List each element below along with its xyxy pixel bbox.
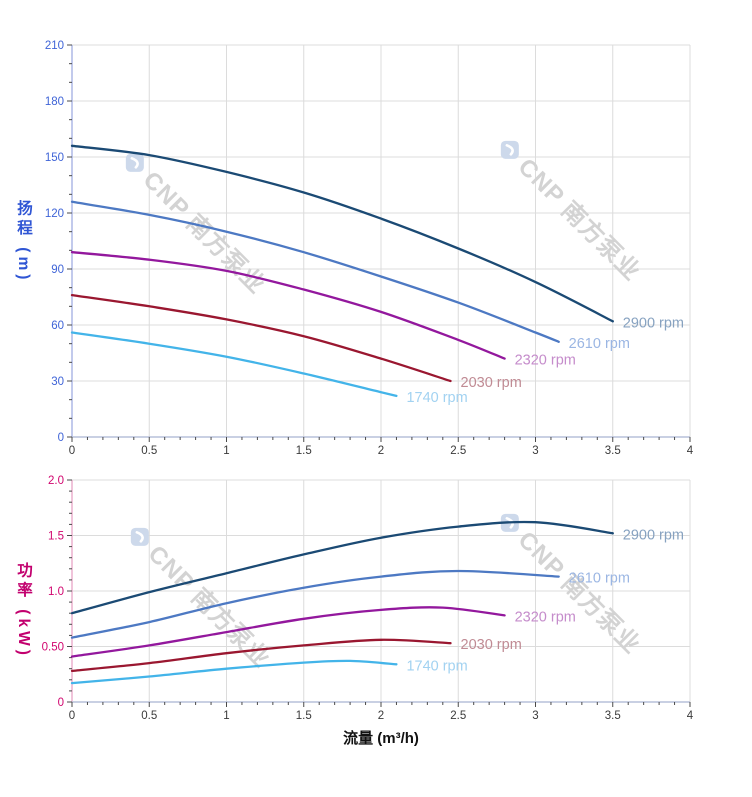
svg-text:CNP 南方泵业: CNP 南方泵业 bbox=[138, 166, 272, 300]
y-tick-label: 0.50 bbox=[42, 642, 64, 654]
chart-0: CNP 南方泵业 CNP 南方泵业 0 0.5 1 1.5 2 2.5 3 3.5 4 0 30 60 90… bbox=[45, 40, 694, 457]
x-tick-label: 4 bbox=[687, 445, 694, 457]
flow-axis-title: 流量 (m³/h) bbox=[343, 730, 419, 747]
y-tick-label: 210 bbox=[45, 40, 64, 52]
y-tick-label: 1.5 bbox=[48, 531, 64, 543]
curve-label-2900-rpm: 2900 rpm bbox=[623, 315, 684, 331]
x-tick-label: 0.5 bbox=[141, 710, 157, 722]
x-tick-label: 4 bbox=[687, 710, 694, 722]
curve-2320-rpm bbox=[70, 251, 506, 360]
curve-2030-rpm bbox=[70, 293, 452, 383]
curve-label-2030-rpm: 2030 rpm bbox=[461, 637, 522, 653]
svg-text:CNP 南方泵业: CNP 南方泵业 bbox=[513, 153, 647, 287]
y-tick-label: 0 bbox=[58, 697, 64, 709]
y-tick-label: 60 bbox=[51, 320, 64, 332]
x-tick-label: 2.5 bbox=[450, 710, 466, 722]
curve-1740-rpm bbox=[70, 331, 398, 398]
curve-2610-rpm bbox=[70, 200, 560, 343]
x-tick-label: 2 bbox=[378, 710, 384, 722]
curve-label-2900-rpm: 2900 rpm bbox=[623, 527, 684, 543]
y-tick-label: 150 bbox=[45, 152, 64, 164]
curve-label-1740-rpm: 1740 rpm bbox=[406, 658, 467, 674]
x-tick-label: 3.5 bbox=[605, 445, 621, 457]
x-tick-label: 3 bbox=[532, 710, 538, 722]
curve-label-2610-rpm: 2610 rpm bbox=[569, 336, 630, 352]
y-tick-label: 120 bbox=[45, 208, 64, 220]
y-tick-label: 1.0 bbox=[48, 586, 64, 598]
curve-2030-rpm bbox=[70, 638, 452, 673]
x-tick-label: 2.5 bbox=[450, 445, 466, 457]
x-tick-label: 2 bbox=[378, 445, 384, 457]
x-tick-label: 0 bbox=[69, 710, 75, 722]
x-tick-label: 1.5 bbox=[296, 710, 312, 722]
x-tick-label: 0.5 bbox=[141, 445, 157, 457]
curve-2900-rpm bbox=[70, 520, 614, 615]
power-axis-title: 功率 (kW) bbox=[15, 562, 32, 659]
y-tick-label: 2.0 bbox=[48, 475, 64, 487]
curve-label-2030-rpm: 2030 rpm bbox=[461, 375, 522, 391]
y-tick-label: 90 bbox=[51, 264, 64, 276]
x-tick-label: 1 bbox=[223, 445, 229, 457]
y-tick-label: 180 bbox=[45, 96, 64, 108]
curve-2320-rpm bbox=[70, 606, 506, 658]
x-tick-label: 0 bbox=[69, 445, 75, 457]
x-tick-label: 1 bbox=[223, 710, 229, 722]
curve-2900-rpm bbox=[70, 144, 614, 323]
svg-text:CNP 南方泵业: CNP 南方泵业 bbox=[513, 526, 647, 660]
y-tick-label: 30 bbox=[51, 376, 64, 388]
curve-label-2320-rpm: 2320 rpm bbox=[515, 609, 576, 625]
curve-label-2320-rpm: 2320 rpm bbox=[515, 353, 576, 369]
x-tick-label: 3.5 bbox=[605, 710, 621, 722]
x-tick-label: 1.5 bbox=[296, 445, 312, 457]
head-axis-title: 扬程 (m) bbox=[15, 200, 32, 284]
x-tick-label: 3 bbox=[532, 445, 538, 457]
curve-label-1740-rpm: 1740 rpm bbox=[406, 390, 467, 406]
watermark: CNP 南方泵业 bbox=[500, 140, 647, 287]
y-tick-label: 0 bbox=[58, 432, 64, 444]
curve-label-2610-rpm: 2610 rpm bbox=[569, 571, 630, 587]
curve-1740-rpm bbox=[70, 659, 398, 685]
curve-2610-rpm bbox=[70, 569, 560, 639]
